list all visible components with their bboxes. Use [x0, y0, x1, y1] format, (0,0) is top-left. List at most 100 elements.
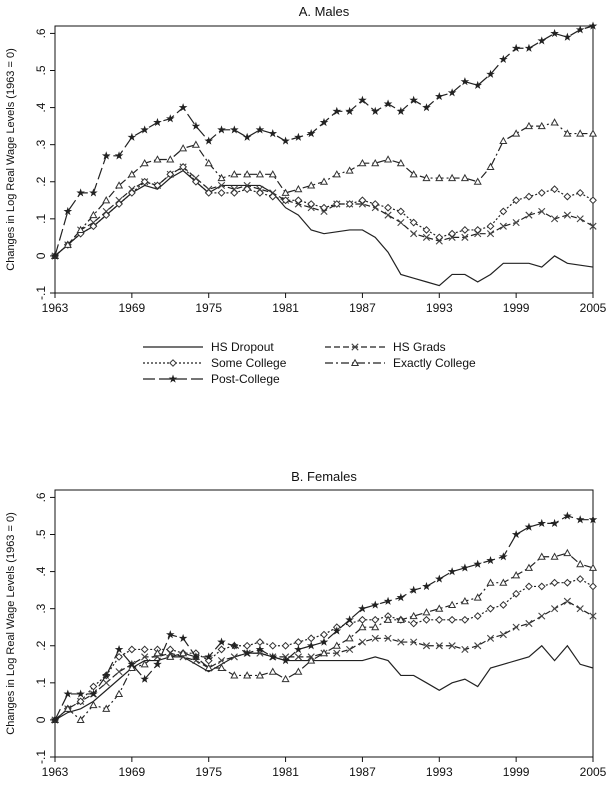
legend-label-hs-dropout: HS Dropout: [211, 340, 274, 354]
y-tick-label: .4: [34, 102, 48, 112]
data-point-exactly-college: [448, 173, 457, 182]
data-point-post-college: [511, 43, 521, 52]
legend-marker-hs-grads: [351, 343, 359, 351]
data-point-some-college: [550, 578, 559, 587]
data-point-some-college: [435, 615, 444, 624]
data-point-exactly-college: [550, 552, 559, 560]
data-point-exactly-college: [371, 622, 380, 631]
x-tick-label: 1999: [503, 301, 530, 315]
data-point-exactly-college: [102, 704, 111, 712]
data-point-some-college: [576, 575, 585, 583]
data-point-some-college: [537, 582, 546, 591]
data-point-some-college: [307, 634, 316, 643]
data-point-post-college: [76, 188, 85, 197]
x-tick-label: 1963: [42, 765, 69, 779]
x-tick-label: 2005: [580, 301, 607, 315]
data-point-some-college: [179, 163, 188, 171]
data-point-some-college: [268, 641, 277, 650]
data-point-hs-grads: [589, 222, 597, 230]
data-point-exactly-college: [383, 155, 393, 163]
data-point-post-college: [281, 656, 290, 665]
data-point-post-college: [50, 715, 60, 724]
data-point-hs-grads: [217, 181, 226, 190]
data-point-post-college: [460, 563, 470, 572]
x-tick-label: 1975: [195, 765, 222, 779]
legend-item-post-college: Post-College: [143, 372, 280, 386]
plot-frame: [54, 489, 594, 758]
series-some-college: [51, 163, 597, 260]
data-point-some-college: [358, 196, 367, 205]
data-point-some-college: [243, 185, 252, 194]
data-point-post-college: [191, 652, 201, 661]
data-point-hs-grads: [333, 649, 341, 657]
data-point-some-college: [448, 229, 457, 238]
data-point-some-college: [371, 200, 380, 208]
data-point-some-college: [294, 196, 303, 205]
data-point-post-college: [575, 515, 585, 524]
x-tick-label: 1969: [119, 301, 146, 315]
data-point-post-college: [319, 117, 329, 127]
data-point-exactly-college: [230, 671, 239, 679]
data-point-post-college: [255, 125, 265, 134]
x-tick-label: 1999: [503, 765, 530, 779]
data-point-exactly-college: [563, 129, 572, 137]
data-point-hs-grads: [230, 653, 238, 661]
x-tick-label: 1993: [426, 765, 453, 779]
data-point-exactly-college: [114, 689, 124, 698]
data-point-exactly-college: [435, 173, 444, 182]
data-point-hs-grads: [474, 642, 482, 650]
data-point-hs-grads: [563, 211, 571, 219]
data-point-hs-grads: [461, 233, 469, 241]
y-tick-label: .3: [34, 603, 48, 613]
data-point-post-college: [242, 132, 252, 141]
data-point-some-college: [89, 222, 98, 231]
data-point-exactly-college: [332, 170, 341, 178]
data-point-exactly-college: [358, 622, 367, 631]
data-point-exactly-college: [460, 173, 469, 182]
legend-marker-post-college: [168, 374, 178, 383]
data-point-post-college: [563, 511, 572, 520]
x-tick-label: 1981: [272, 765, 299, 779]
data-point-exactly-college: [166, 652, 175, 660]
data-point-post-college: [332, 106, 342, 115]
y-tick-label: .1: [34, 678, 48, 688]
data-point-some-college: [384, 203, 392, 212]
data-point-exactly-college: [537, 552, 546, 560]
data-point-hs-grads: [525, 211, 533, 219]
data-point-post-college: [537, 518, 547, 528]
data-point-post-college: [306, 641, 316, 650]
data-point-some-college: [127, 188, 136, 197]
series-exactly-college: [50, 548, 598, 723]
x-tick-label: 1987: [349, 765, 376, 779]
data-point-post-college: [473, 559, 483, 568]
data-point-exactly-college: [473, 177, 482, 185]
data-point-exactly-college: [524, 563, 534, 571]
y-axis-label: Changes in Log Real Wage Levels (1963 = …: [5, 48, 17, 270]
data-point-some-college: [268, 192, 277, 201]
data-point-hs-grads: [384, 211, 392, 219]
data-point-hs-grads: [448, 642, 456, 650]
data-point-post-college: [473, 80, 483, 89]
data-point-post-college: [242, 648, 252, 657]
data-point-exactly-college: [230, 170, 239, 178]
data-point-some-college: [448, 615, 457, 624]
data-point-post-college: [255, 644, 265, 654]
series-line-hs-dropout: [54, 644, 594, 721]
plot-frame: [54, 25, 594, 294]
data-point-post-college: [409, 95, 418, 104]
data-point-hs-grads: [563, 597, 571, 605]
data-point-some-college: [230, 188, 239, 197]
data-point-hs-grads: [422, 233, 431, 241]
data-point-some-college: [358, 615, 367, 624]
data-point-hs-grads: [486, 634, 495, 642]
data-point-hs-grads: [461, 645, 469, 654]
series-hs-dropout: [54, 169, 594, 287]
data-point-post-college: [396, 106, 406, 115]
data-point-hs-grads: [397, 218, 405, 227]
series-hs-dropout: [54, 644, 594, 721]
data-point-post-college: [89, 689, 98, 698]
data-point-exactly-college: [319, 177, 329, 185]
data-point-hs-grads: [512, 218, 520, 227]
data-point-exactly-college: [396, 615, 405, 623]
